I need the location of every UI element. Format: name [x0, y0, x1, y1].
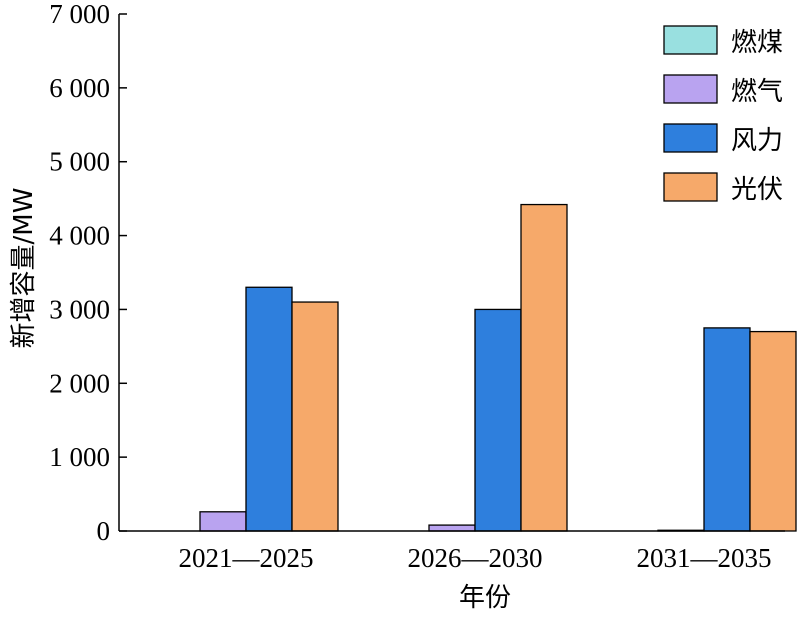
bar-0-1 — [199, 511, 247, 532]
legend-swatch-2 — [663, 123, 718, 153]
legend-label-1: 燃气 — [731, 77, 783, 107]
y-axis-title: 新增容量/MW — [9, 188, 39, 349]
y-ticks-group: 0 1 000 2 000 3 000 4 000 5 000 6 000 7 000 — [49, 0, 127, 546]
legend-label-2: 风力 — [731, 126, 783, 156]
bar-1-3 — [520, 203, 568, 532]
legend-swatch-1 — [663, 74, 718, 104]
bar-1-1 — [428, 524, 476, 532]
legend-swatch-0 — [663, 25, 718, 55]
bar-0-3 — [291, 301, 339, 532]
x-tick-label: 2031—2035 — [637, 543, 772, 573]
y-tick-label: 4 000 — [49, 221, 110, 251]
x-ticks-group: 2021—2025 2026—2030 2031—2035 — [179, 543, 772, 573]
legend-label-3: 光伏 — [731, 175, 783, 205]
legend-swatch-3 — [663, 172, 718, 202]
y-tick-label: 0 — [97, 516, 111, 546]
y-tick-label: 6 000 — [49, 73, 110, 103]
axes-group — [118, 14, 785, 532]
y-tick-label: 2 000 — [49, 368, 110, 398]
bars-group — [199, 203, 797, 532]
legend-label-0: 燃煤 — [731, 28, 783, 58]
bar-2-3 — [749, 330, 797, 532]
x-axis-title: 年份 — [459, 583, 511, 613]
x-tick-label: 2021—2025 — [179, 543, 314, 573]
x-tick-label: 2026—2030 — [408, 543, 543, 573]
bar-2-2 — [703, 327, 751, 532]
bar-1-2 — [474, 308, 522, 532]
y-tick-label: 3 000 — [49, 294, 110, 324]
y-tick-label: 1 000 — [49, 442, 110, 472]
bar-0-2 — [245, 286, 293, 532]
y-tick-label: 5 000 — [49, 147, 110, 177]
y-tick-label: 7 000 — [49, 0, 110, 29]
